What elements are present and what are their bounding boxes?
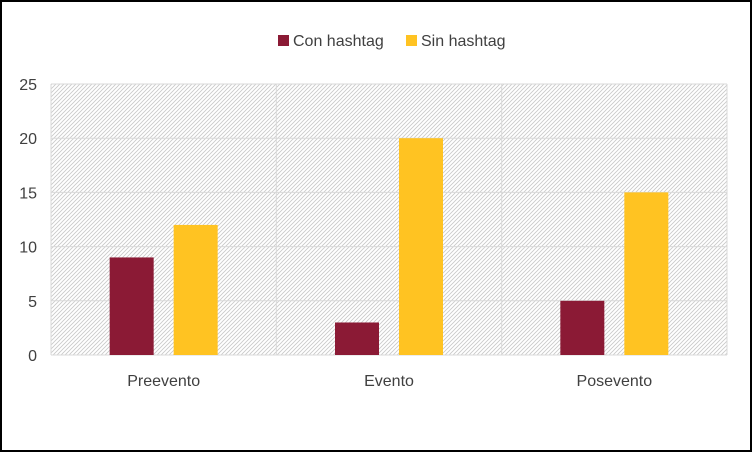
x-tick-label-evento: Evento	[364, 373, 414, 390]
legend-swatch-con-hashtag	[278, 35, 289, 46]
legend-swatch-sin-hashtag	[406, 35, 417, 46]
bar-con-hashtag-posevento	[560, 300, 605, 355]
bar-series	[109, 138, 669, 355]
y-tick-label: 15	[19, 185, 37, 202]
bar-con-hashtag-preevento	[109, 257, 154, 355]
bar-sin-hashtag-evento	[399, 138, 443, 355]
x-tick-label-posevento: Posevento	[577, 373, 653, 390]
y-tick-label: 10	[19, 240, 37, 257]
legend-label-con-hashtag: Con hashtag	[293, 33, 384, 50]
x-tick-label-preevento: Preevento	[127, 373, 200, 390]
y-axis-ticks: 0 5 10 15 20 25	[19, 77, 37, 365]
x-axis-ticks: Preevento Evento Posevento	[127, 373, 652, 390]
bar-sin-hashtag-posevento	[624, 192, 669, 355]
bar-sin-hashtag-preevento	[173, 224, 218, 355]
category-dividers	[50, 84, 728, 355]
y-gridlines	[51, 83, 727, 356]
legend-label-sin-hashtag: Sin hashtag	[421, 33, 506, 50]
y-tick-label: 20	[19, 131, 37, 148]
y-tick-label: 0	[28, 348, 37, 365]
y-tick-label: 5	[28, 294, 37, 311]
chart-legend: Con hashtag Sin hashtag	[278, 33, 506, 50]
bar-con-hashtag-evento	[335, 322, 379, 355]
plot-area	[51, 84, 727, 355]
y-tick-label: 25	[19, 77, 37, 94]
